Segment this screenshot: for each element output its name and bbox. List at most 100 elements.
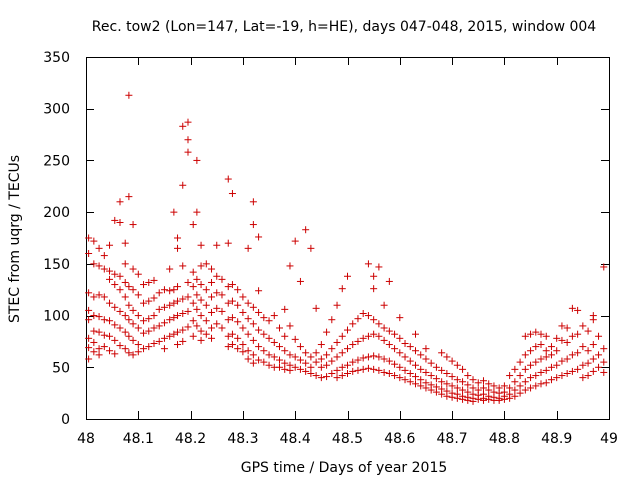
data-point: [485, 380, 493, 388]
data-point: [174, 283, 182, 291]
data-point: [255, 343, 263, 351]
data-point: [95, 345, 103, 353]
data-point: [116, 307, 124, 315]
data-point: [85, 234, 93, 242]
data-point: [333, 353, 341, 361]
data-point: [511, 386, 519, 394]
chart-title: Rec. tow2 (Lon=147, Lat=-19, h=HE), days…: [92, 19, 596, 35]
data-point: [521, 386, 529, 394]
y-tick-label: 350: [43, 50, 70, 66]
data-point: [422, 368, 430, 376]
data-point: [448, 393, 456, 401]
data-point: [542, 353, 550, 361]
data-point: [286, 351, 294, 359]
data-point: [202, 260, 210, 268]
data-point: [370, 285, 378, 293]
y-tick-label: 0: [61, 412, 70, 428]
data-point: [542, 332, 550, 340]
data-point: [286, 366, 294, 374]
data-point: [438, 366, 446, 374]
data-point: [218, 307, 226, 315]
data-point: [218, 291, 226, 299]
data-point: [249, 303, 257, 311]
data-point: [95, 313, 103, 321]
data-point: [244, 347, 252, 355]
data-point: [417, 351, 425, 359]
data-point: [380, 336, 388, 344]
data-point: [312, 304, 320, 312]
data-point: [527, 347, 535, 355]
data-point: [600, 368, 608, 376]
data-point: [521, 378, 529, 386]
data-point: [265, 317, 273, 325]
data-point: [521, 351, 529, 359]
data-point: [255, 356, 263, 364]
data-point: [170, 208, 178, 216]
data-point: [166, 332, 174, 340]
data-point: [600, 263, 608, 271]
data-point: [106, 267, 114, 275]
data-point: [145, 315, 153, 323]
data-point: [443, 392, 451, 400]
data-point: [547, 376, 555, 384]
data-point: [179, 337, 187, 345]
data-point: [459, 378, 467, 386]
data-point: [547, 343, 555, 351]
data-point: [349, 367, 357, 375]
data-point: [558, 357, 566, 365]
data-point: [150, 276, 158, 284]
data-point: [568, 332, 576, 340]
data-point: [380, 368, 388, 376]
data-point: [234, 301, 242, 309]
data-point: [364, 260, 372, 268]
data-point: [184, 323, 192, 331]
data-point: [532, 328, 540, 336]
data-point: [516, 358, 524, 366]
data-point: [391, 360, 399, 368]
data-point: [134, 291, 142, 299]
data-point: [338, 349, 346, 357]
data-point: [145, 278, 153, 286]
data-point: [265, 351, 273, 359]
data-point: [193, 208, 201, 216]
data-point: [459, 386, 467, 394]
data-point: [563, 338, 571, 346]
data-point: [260, 358, 268, 366]
data-point: [370, 272, 378, 280]
data-point: [184, 278, 192, 286]
data-point: [90, 293, 98, 301]
data-point: [281, 332, 289, 340]
data-point: [95, 291, 103, 299]
data-point: [537, 341, 545, 349]
data-point: [411, 330, 419, 338]
data-point: [224, 332, 232, 340]
y-axis-title: STEC from uqrg / TECUs: [7, 155, 23, 323]
data-point: [197, 336, 205, 344]
data-point: [166, 316, 174, 324]
x-tick-label: 48.2: [175, 431, 206, 447]
data-point: [589, 316, 597, 324]
data-point: [448, 382, 456, 390]
data-point: [485, 395, 493, 403]
data-point: [179, 326, 187, 334]
data-point: [189, 221, 197, 229]
data-point: [411, 380, 419, 388]
data-point: [443, 353, 451, 361]
data-point: [595, 363, 603, 371]
data-point: [558, 336, 566, 344]
data-point: [129, 336, 137, 344]
data-point: [100, 293, 108, 301]
data-point: [100, 331, 108, 339]
data-point: [527, 361, 535, 369]
data-point: [380, 324, 388, 332]
data-point: [521, 365, 529, 373]
y-tick-label: 150: [43, 257, 70, 273]
data-point: [106, 241, 114, 249]
data-point: [307, 244, 315, 252]
data-point: [145, 327, 153, 335]
data-point: [464, 396, 472, 404]
data-point: [328, 345, 336, 353]
data-point: [249, 359, 257, 367]
data-point: [359, 354, 367, 362]
data-point: [344, 369, 351, 377]
